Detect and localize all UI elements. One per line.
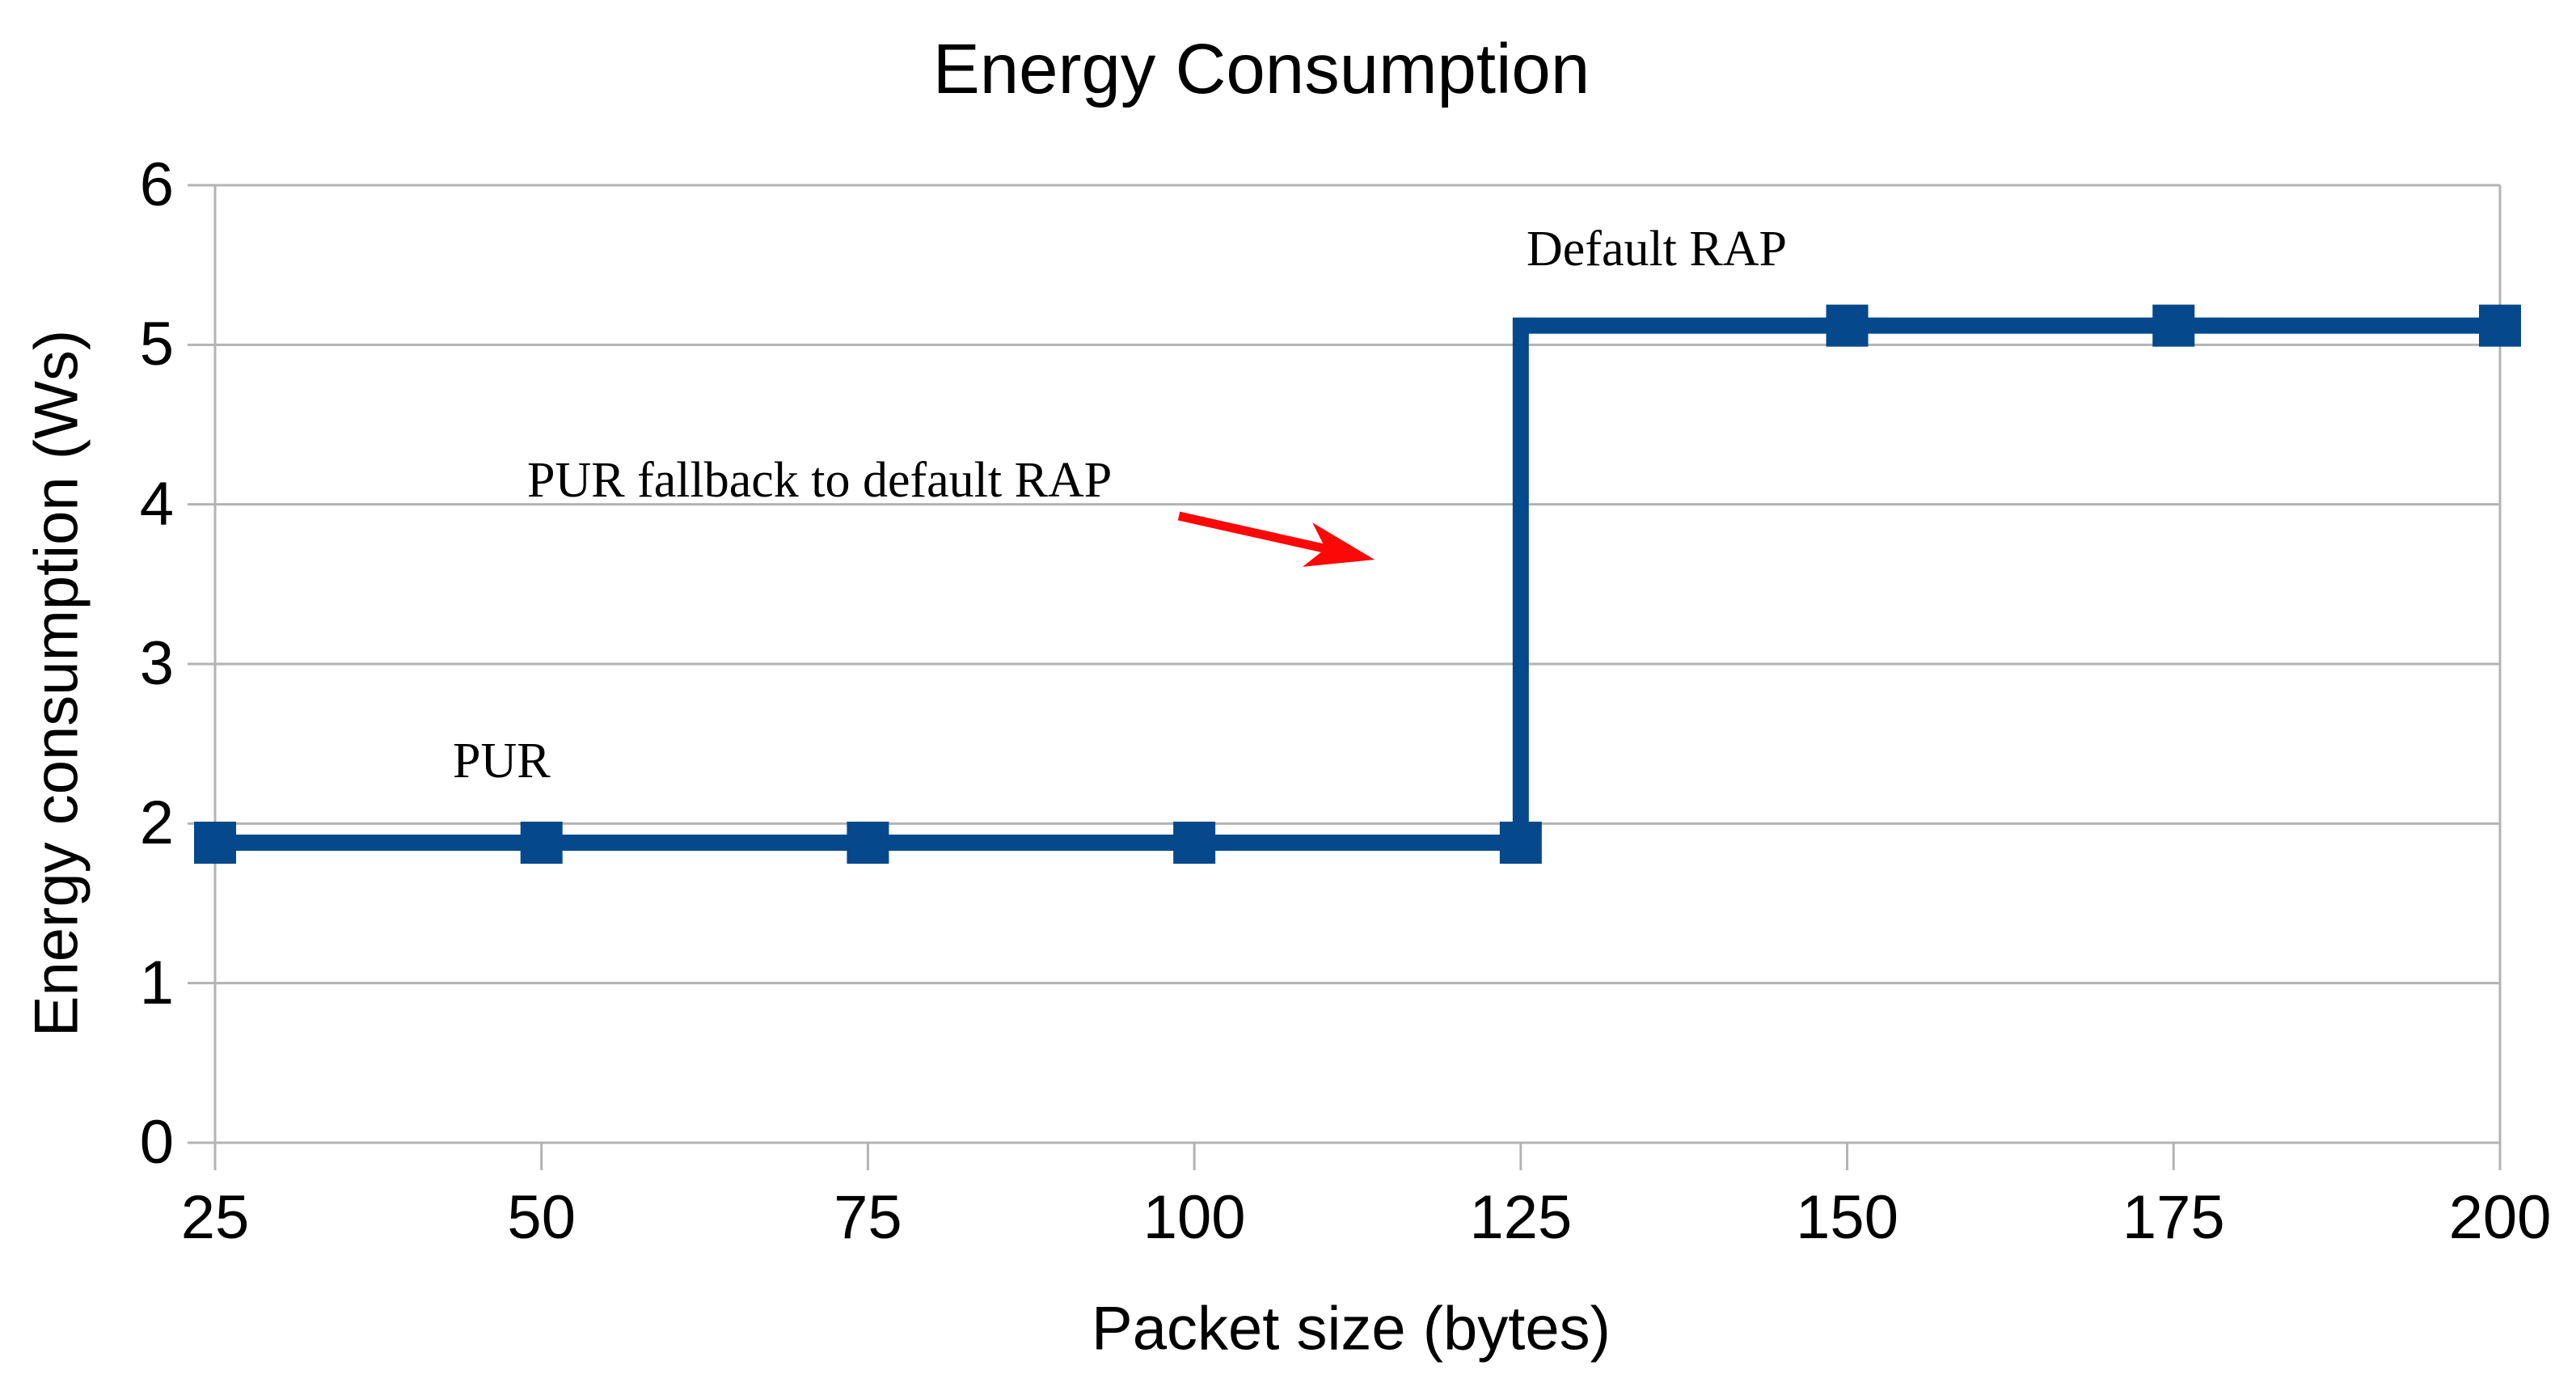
series-markers: [194, 304, 2521, 865]
red-arrow-shaft: [1177, 511, 1327, 553]
data-point-marker: [194, 822, 236, 865]
x-axis-tick-label: 100: [1142, 1183, 1246, 1252]
x-axis-tick-label: 150: [1796, 1183, 1898, 1252]
data-point-marker: [2479, 304, 2521, 347]
data-point-marker: [1499, 822, 1542, 865]
x-axis-tick-label: 75: [834, 1183, 902, 1252]
x-axis-tick-label: 200: [2448, 1183, 2552, 1252]
gridlines: [188, 184, 2500, 1144]
series-line: [215, 317, 2500, 852]
y-axis-tick-label: 1: [139, 948, 174, 1017]
red-arrow-head: [1302, 522, 1375, 567]
y-axis-tick-label: 5: [139, 310, 174, 379]
data-point-marker: [1173, 822, 1216, 865]
y-axis-tick-label: 0: [139, 1108, 174, 1177]
x-axis-tick-label: 50: [507, 1183, 576, 1252]
data-point-marker: [2152, 304, 2195, 347]
annotation-pur-fallback-to-default-rap: PUR fallback to default RAP: [527, 453, 1113, 508]
y-axis-tick-label: 2: [139, 789, 174, 858]
data-point-marker: [847, 822, 889, 865]
y-axis-tick-label: 6: [139, 150, 174, 219]
y-axis-tick-label: 3: [139, 629, 174, 698]
x-axis-title: Packet size (bytes): [1092, 1294, 1611, 1364]
chart-title: Energy Consumption: [932, 30, 1590, 108]
x-axis-tick-label: 25: [180, 1183, 250, 1252]
annotation-default-rap: Default RAP: [1527, 222, 1788, 277]
x-axis-tick-label: 125: [1469, 1183, 1573, 1252]
x-axis-tick-label: 175: [2122, 1183, 2225, 1252]
data-point-marker: [520, 822, 563, 865]
y-axis-tick-label: 4: [139, 469, 174, 539]
x-tick-marks: [213, 1143, 2502, 1170]
data-point-marker: [1826, 304, 1869, 347]
annotation-pur: PUR: [453, 734, 551, 789]
